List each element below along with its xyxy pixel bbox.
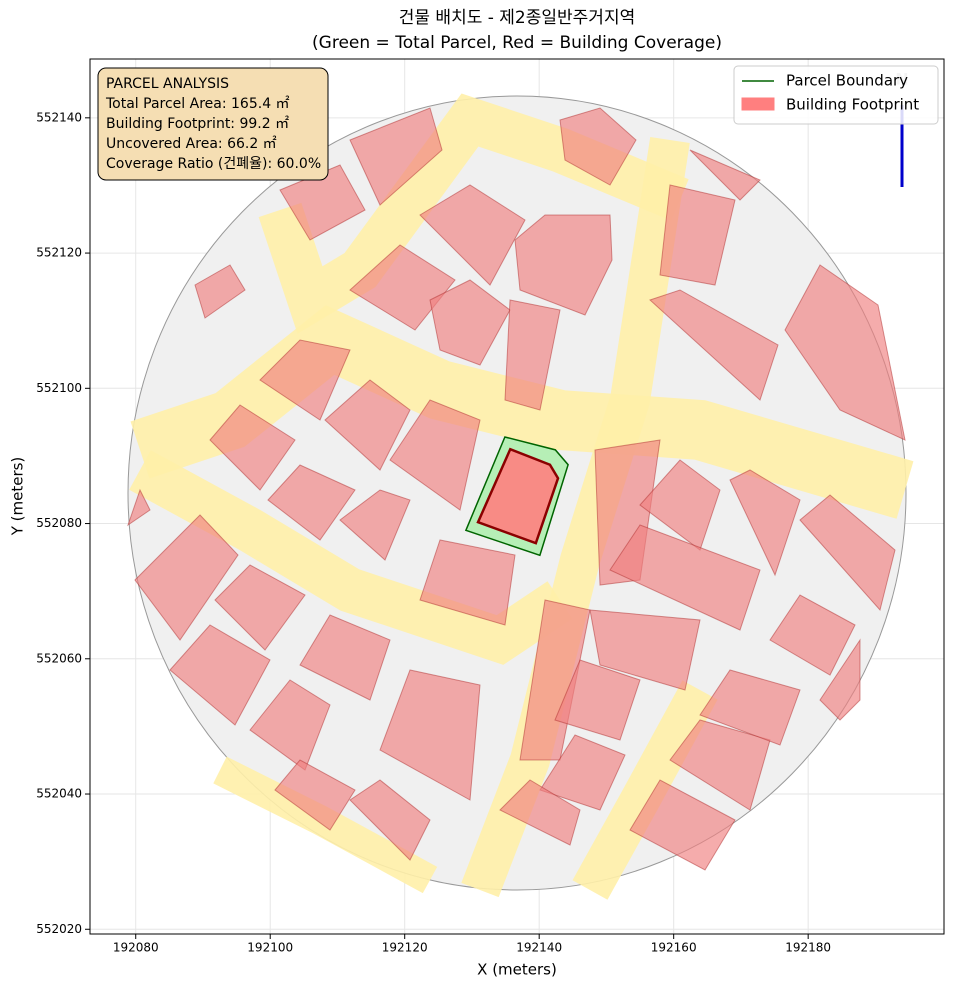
x-tick-label: 192180 <box>785 941 831 955</box>
x-tick-label: 192120 <box>382 941 428 955</box>
y-tick-label: 552080 <box>36 516 82 530</box>
annotation-line: Coverage Ratio (건폐율): 60.0% <box>106 156 321 172</box>
annotation-line: Uncovered Area: 66.2 ㎡ <box>106 136 277 152</box>
legend-swatch <box>741 97 775 111</box>
x-axis-label: X (meters) <box>477 961 557 979</box>
y-axis-label: Y (meters) <box>9 457 27 537</box>
x-tick-label: 192140 <box>516 941 562 955</box>
y-tick-label: 552060 <box>36 651 82 665</box>
y-tick-label: 552020 <box>36 922 82 936</box>
y-tick-label: 552120 <box>36 246 82 260</box>
legend-label: Parcel Boundary <box>786 72 908 90</box>
x-tick-label: 192080 <box>113 941 159 955</box>
y-tick-label: 552140 <box>36 110 82 124</box>
buildings <box>127 107 906 871</box>
legend-label: Building Footprint <box>786 96 919 114</box>
building-polygon <box>476 447 560 545</box>
annotation-box <box>97 67 329 181</box>
annotation-line: PARCEL ANALYSIS <box>106 76 229 92</box>
chart-subtitle: (Green = Total Parcel, Red = Building Co… <box>312 33 722 53</box>
legend <box>733 65 939 125</box>
x-tick-label: 192160 <box>651 941 697 955</box>
plot-frame <box>89 58 945 935</box>
y-tick-label: 552040 <box>36 787 82 801</box>
y-tick-label: 552100 <box>36 381 82 395</box>
annotation-line: Total Parcel Area: 165.4 ㎡ <box>105 96 290 112</box>
annotation-line: Building Footprint: 99.2 ㎡ <box>106 116 289 132</box>
chart-title: 건물 배치도 - 제2종일반주거지역 <box>399 8 635 28</box>
x-tick-label: 192100 <box>247 941 293 955</box>
